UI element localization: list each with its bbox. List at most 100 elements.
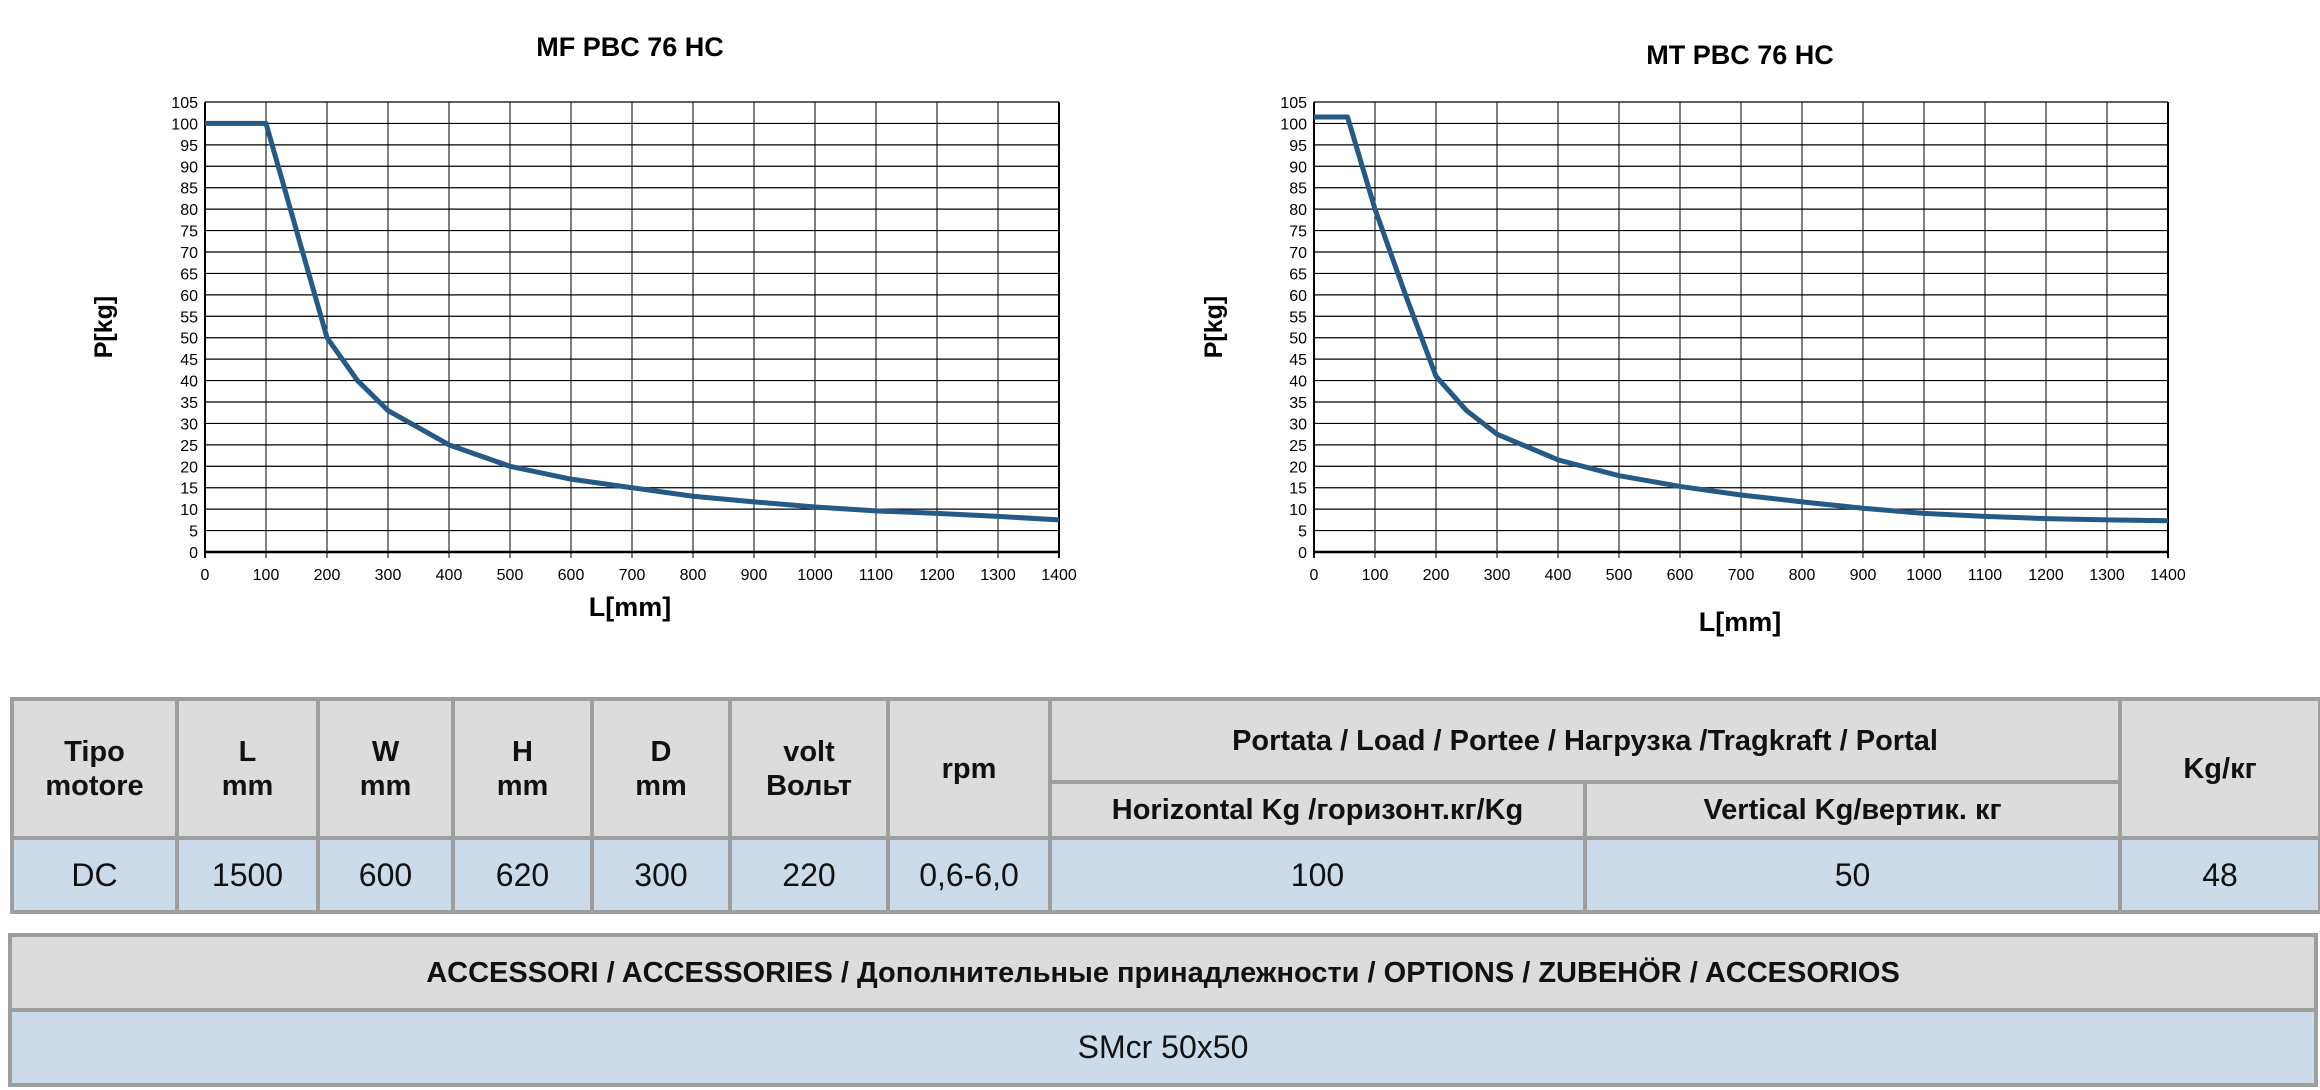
y-tick-label: 45	[180, 352, 198, 369]
y-tick-label: 75	[180, 224, 198, 241]
chart-title: MT PBC 76 HC	[1646, 40, 1834, 70]
y-tick-label: 45	[1289, 352, 1307, 369]
y-tick-label: 70	[180, 245, 198, 262]
y-tick-label: 40	[180, 374, 198, 391]
x-tick-label: 400	[436, 567, 463, 584]
cell-H: 620	[451, 836, 594, 914]
x-tick-label: 500	[497, 567, 524, 584]
x-tick-label: 1300	[980, 567, 1016, 584]
y-tick-label: 20	[180, 459, 198, 476]
header-text: volt	[783, 735, 835, 768]
y-tick-label: 55	[180, 309, 198, 326]
header-text: mm	[496, 769, 549, 802]
y-tick-label: 95	[1289, 138, 1307, 155]
x-tick-label: 500	[1606, 567, 1633, 584]
cell-tipo: DC	[10, 836, 179, 914]
y-tick-label: 50	[180, 331, 198, 348]
cell-rpm: 0,6-6,0	[886, 836, 1052, 914]
x-tick-label: 1400	[1041, 567, 1077, 584]
x-tick-label: 900	[741, 567, 768, 584]
data-line	[1314, 114, 2169, 524]
y-tick-label: 95	[180, 138, 198, 155]
header-volt: volt Вольт	[728, 697, 890, 840]
y-tick-label: 80	[1289, 202, 1307, 219]
x-tick-label: 900	[1850, 567, 1877, 584]
header-load: Portata / Load / Portee / Нагрузка /Trag…	[1047, 697, 2123, 784]
x-tick-label: 600	[1667, 567, 1694, 584]
cell-volt: 220	[728, 836, 890, 914]
y-axis-label: P[kg]	[1200, 296, 1228, 359]
y-tick-label: 55	[1289, 309, 1307, 326]
x-tick-label: 300	[375, 567, 402, 584]
y-tick-label: 35	[1289, 395, 1307, 412]
x-tick-label: 1000	[797, 567, 833, 584]
cell-L: 1500	[175, 836, 320, 914]
y-tick-label: 50	[1289, 331, 1307, 348]
y-tick-label: 10	[1289, 502, 1307, 519]
y-tick-label: 10	[180, 502, 198, 519]
y-tick-label: 60	[1289, 288, 1307, 305]
y-tick-label: 5	[1298, 524, 1307, 541]
x-tick-label: 800	[1789, 567, 1816, 584]
y-tick-label: 90	[180, 159, 198, 176]
y-tick-label: 15	[1289, 481, 1307, 498]
header-text: mm	[635, 769, 687, 802]
header-text: mm	[221, 769, 274, 802]
header-text: L	[238, 735, 257, 768]
header-tipo: Tipo motore	[10, 697, 179, 840]
table-row: DC 1500 600 620 300 220 0,6-6,0 100 50 4…	[10, 836, 2320, 914]
y-tick-label: 85	[180, 181, 198, 198]
cell-W: 600	[316, 836, 455, 914]
header-text: motore	[45, 769, 144, 802]
charts: MF PBC 76 HC0510152025303540455055606570…	[90, 32, 2186, 637]
x-tick-label: 100	[253, 567, 280, 584]
y-tick-label: 30	[180, 416, 198, 433]
data-line	[205, 120, 1060, 523]
x-tick-label: 400	[1545, 567, 1572, 584]
y-tick-label: 35	[180, 395, 198, 412]
header-text: Вольт	[766, 769, 852, 802]
x-tick-label: 0	[1310, 567, 1319, 584]
x-tick-label: 600	[558, 567, 585, 584]
header-vertical: Vertical Kg/вертик. кг	[1582, 780, 2123, 840]
x-tick-label: 100	[1362, 567, 1389, 584]
x-tick-label: 1100	[1968, 567, 2003, 584]
y-tick-label: 20	[1289, 459, 1307, 476]
x-tick-label: 1200	[2028, 567, 2064, 584]
x-axis-label: L[mm]	[589, 592, 672, 622]
chart-title: MF PBC 76 HC	[536, 32, 724, 62]
y-tick-label: 105	[171, 95, 198, 112]
header-text: D	[650, 735, 672, 768]
cell-D: 300	[590, 836, 732, 914]
x-tick-label: 700	[619, 567, 646, 584]
y-tick-label: 65	[180, 266, 198, 283]
x-tick-label: 700	[1728, 567, 1755, 584]
x-tick-label: 200	[314, 567, 341, 584]
header-text: H	[512, 735, 533, 768]
y-tick-label: 0	[189, 545, 198, 562]
x-tick-label: 0	[201, 567, 210, 584]
y-tick-label: 25	[1289, 438, 1307, 455]
y-tick-label: 60	[180, 288, 198, 305]
header-text: mm	[359, 769, 412, 802]
x-tick-label: 1200	[919, 567, 955, 584]
y-tick-label: 25	[180, 438, 198, 455]
x-tick-label: 1100	[859, 567, 894, 584]
y-tick-label: 40	[1289, 374, 1307, 391]
header-rpm: rpm	[886, 697, 1052, 840]
accessories-header: ACCESSORI / ACCESSORIES / Дополнительные…	[8, 933, 2318, 1012]
x-tick-label: 200	[1423, 567, 1450, 584]
x-tick-label: 1000	[1906, 567, 1942, 584]
y-tick-label: 105	[1280, 95, 1307, 112]
y-tick-label: 80	[180, 202, 198, 219]
header-text: Tipo	[64, 735, 125, 768]
y-tick-label: 5	[189, 524, 198, 541]
y-tick-label: 70	[1289, 245, 1307, 262]
accessories-table: ACCESSORI / ACCESSORIES / Дополнительные…	[8, 933, 2318, 1087]
y-tick-label: 85	[1289, 181, 1307, 198]
header-horizontal: Horizontal Kg /горизонт.кг/Kg	[1048, 780, 1587, 840]
